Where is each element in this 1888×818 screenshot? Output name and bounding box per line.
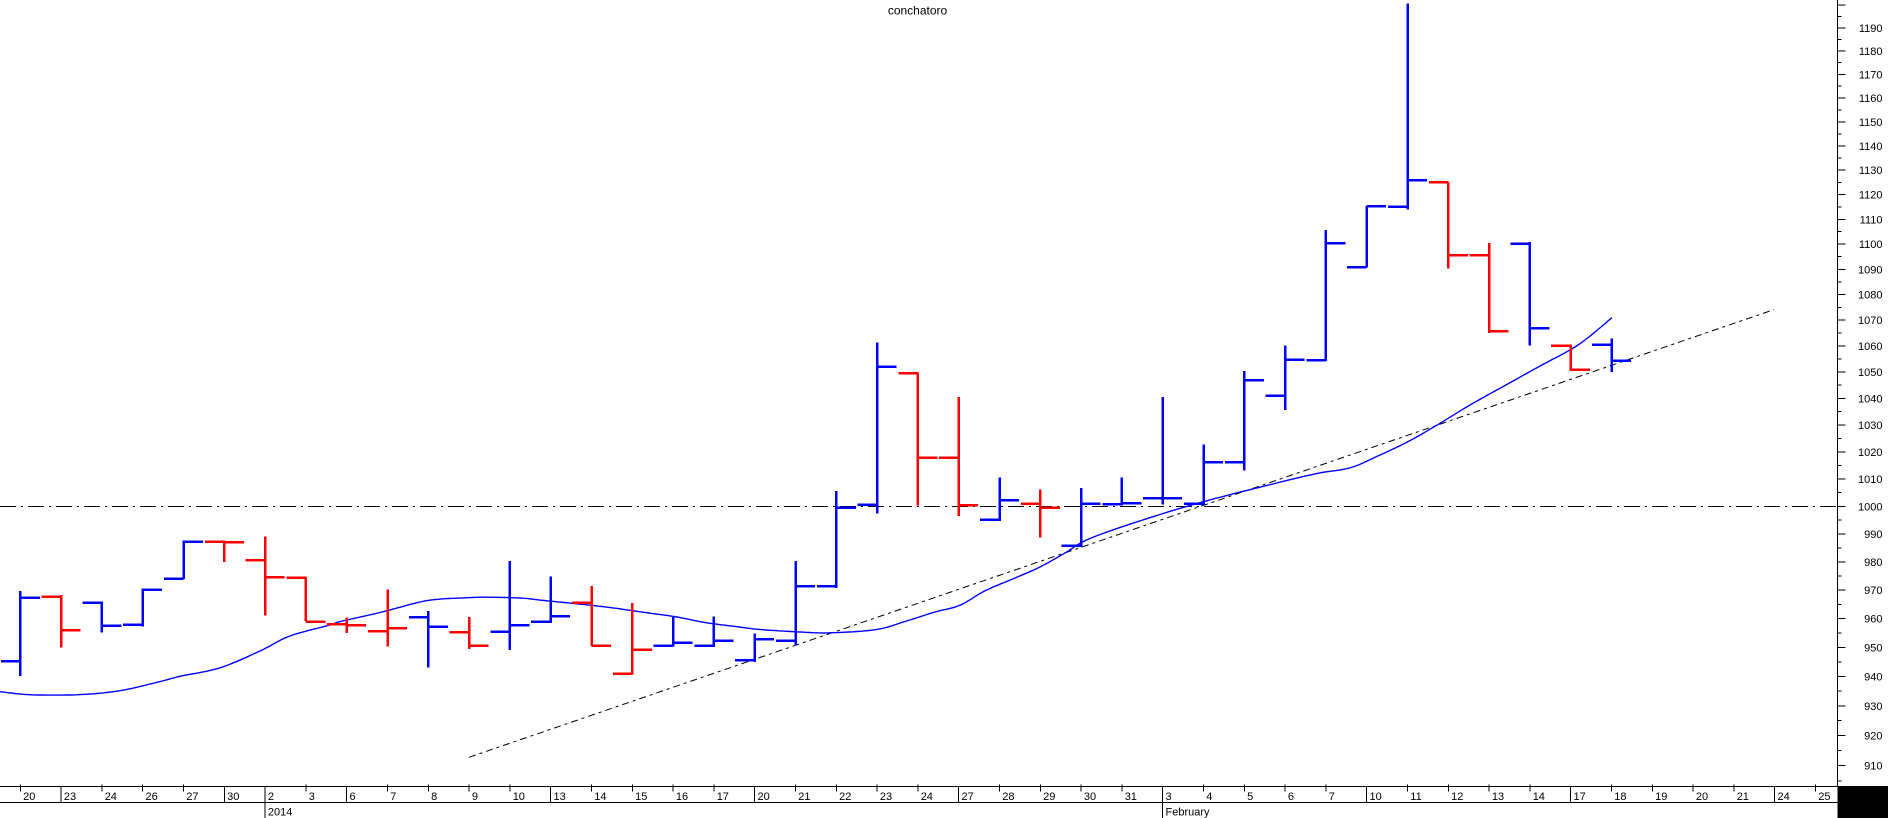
svg-text:1150: 1150: [1859, 117, 1883, 129]
svg-text:21: 21: [798, 791, 810, 803]
svg-text:19: 19: [1655, 791, 1667, 803]
svg-text:1050: 1050: [1858, 367, 1882, 379]
svg-text:8: 8: [431, 791, 437, 803]
svg-text:10: 10: [1370, 791, 1382, 803]
svg-text:950: 950: [1864, 642, 1882, 654]
svg-text:990: 990: [1864, 529, 1882, 541]
svg-text:14: 14: [594, 791, 606, 803]
svg-text:1120: 1120: [1859, 190, 1883, 202]
svg-text:27: 27: [962, 791, 974, 803]
svg-text:February: February: [1166, 807, 1211, 818]
svg-text:16: 16: [676, 791, 688, 803]
svg-text:27: 27: [186, 791, 198, 803]
svg-text:26: 26: [146, 791, 158, 803]
svg-text:910: 910: [1864, 761, 1882, 773]
svg-text:1190: 1190: [1859, 23, 1883, 35]
svg-text:930: 930: [1864, 701, 1882, 713]
svg-text:1110: 1110: [1860, 214, 1883, 226]
svg-text:6: 6: [1288, 791, 1294, 803]
svg-text:7: 7: [1329, 791, 1335, 803]
svg-text:28: 28: [1002, 791, 1014, 803]
svg-text:21: 21: [1737, 791, 1749, 803]
svg-text:980: 980: [1864, 557, 1882, 569]
svg-text:1140: 1140: [1859, 141, 1883, 153]
svg-text:6: 6: [350, 791, 356, 803]
svg-text:30: 30: [1084, 791, 1096, 803]
svg-text:3: 3: [1166, 791, 1172, 803]
svg-text:2: 2: [268, 791, 274, 803]
svg-text:1000: 1000: [1858, 501, 1882, 513]
svg-text:17: 17: [1574, 791, 1586, 803]
svg-text:conchatoro: conchatoro: [888, 4, 948, 18]
svg-text:1170: 1170: [1859, 70, 1883, 82]
svg-text:2014: 2014: [268, 807, 292, 818]
svg-text:14: 14: [1533, 791, 1545, 803]
svg-text:15: 15: [635, 791, 647, 803]
svg-text:1090: 1090: [1858, 264, 1882, 276]
svg-text:10: 10: [513, 791, 525, 803]
svg-text:940: 940: [1864, 672, 1882, 684]
svg-text:920: 920: [1864, 731, 1882, 743]
svg-text:23: 23: [880, 791, 892, 803]
svg-text:30: 30: [227, 791, 239, 803]
svg-text:1060: 1060: [1858, 341, 1882, 353]
svg-text:22: 22: [839, 791, 851, 803]
svg-text:1040: 1040: [1858, 393, 1882, 405]
svg-text:25: 25: [1818, 791, 1830, 803]
svg-text:3: 3: [309, 791, 315, 803]
svg-text:1130: 1130: [1859, 165, 1883, 177]
svg-text:13: 13: [1492, 791, 1504, 803]
svg-text:1020: 1020: [1858, 447, 1882, 459]
svg-text:1080: 1080: [1858, 290, 1882, 302]
svg-text:24: 24: [921, 791, 933, 803]
svg-text:24: 24: [1778, 791, 1790, 803]
svg-text:1070: 1070: [1858, 315, 1882, 327]
svg-text:1180: 1180: [1859, 46, 1883, 58]
svg-text:1010: 1010: [1858, 474, 1882, 486]
svg-text:20: 20: [758, 791, 770, 803]
svg-text:31: 31: [1125, 791, 1137, 803]
svg-text:23: 23: [64, 791, 76, 803]
svg-text:11: 11: [1410, 791, 1421, 803]
svg-text:12: 12: [1451, 791, 1463, 803]
svg-text:9: 9: [472, 791, 478, 803]
svg-text:970: 970: [1864, 585, 1882, 597]
svg-text:13: 13: [554, 791, 566, 803]
svg-text:4: 4: [1206, 791, 1212, 803]
svg-text:17: 17: [717, 791, 729, 803]
svg-text:7: 7: [390, 791, 396, 803]
svg-text:960: 960: [1864, 614, 1882, 626]
svg-text:29: 29: [1043, 791, 1055, 803]
svg-text:20: 20: [1696, 791, 1708, 803]
svg-text:1160: 1160: [1859, 93, 1883, 105]
svg-text:24: 24: [105, 791, 117, 803]
svg-text:1030: 1030: [1858, 420, 1882, 432]
svg-text:1100: 1100: [1859, 239, 1883, 251]
svg-text:5: 5: [1247, 791, 1253, 803]
svg-text:18: 18: [1614, 791, 1626, 803]
svg-text:20: 20: [23, 791, 35, 803]
